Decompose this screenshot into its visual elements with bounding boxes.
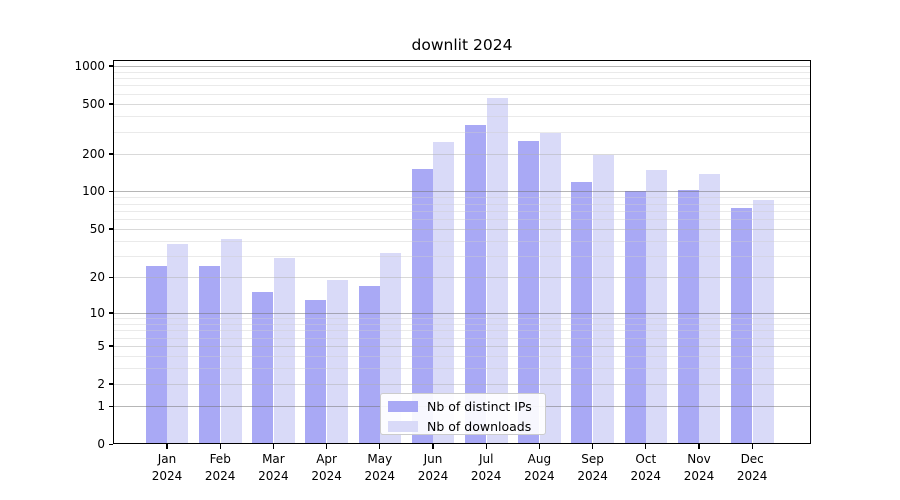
bar-distinct-ips <box>145 265 167 444</box>
y-tick <box>108 383 113 385</box>
bar-distinct-ips <box>305 299 327 444</box>
bar-distinct-ips <box>252 292 274 444</box>
bar-downloads <box>220 239 242 444</box>
bar-downloads <box>326 280 348 444</box>
x-tick <box>698 444 700 449</box>
x-tick <box>272 444 275 449</box>
x-tick-label: Feb 2024 <box>204 452 236 483</box>
x-tick <box>379 444 381 449</box>
legend: Nb of distinct IPs Nb of downloads <box>380 393 546 435</box>
bar-distinct-ips <box>571 181 593 444</box>
y-tick-label: 10 <box>89 305 105 320</box>
bar-downloads <box>646 170 668 444</box>
chart-title: downlit 2024 <box>411 36 513 54</box>
gridline-minor <box>113 131 811 133</box>
x-tick-label: Jan 2024 <box>151 452 183 483</box>
y-tick <box>108 345 113 347</box>
y-tick <box>108 103 113 105</box>
bar-downloads <box>592 155 614 444</box>
x-tick-label: May 2024 <box>364 452 396 483</box>
gridline-minor <box>113 116 811 117</box>
bar-downloads <box>539 132 561 444</box>
x-tick <box>645 444 647 449</box>
x-tick-label: Aug 2024 <box>524 452 555 483</box>
y-tick-label: 1000 <box>74 58 105 73</box>
x-tick-label: Jul 2024 <box>470 452 502 483</box>
bar-distinct-ips <box>411 169 433 444</box>
y-tick <box>108 405 113 407</box>
legend-label: Nb of downloads <box>427 419 532 434</box>
y-tick <box>108 153 113 155</box>
x-tick-label: Apr 2024 <box>311 452 342 483</box>
x-tick-label: Dec 2024 <box>736 452 768 483</box>
y-tick-label: 5 <box>97 338 105 353</box>
x-tick-label: Jun 2024 <box>417 452 449 483</box>
x-tick <box>432 444 434 449</box>
legend-swatch-distinct-ips <box>388 401 418 412</box>
bar-distinct-ips <box>198 265 220 444</box>
bar-downloads <box>486 97 508 444</box>
x-tick <box>219 444 221 449</box>
x-tick <box>485 444 487 449</box>
bar-distinct-ips <box>464 124 486 444</box>
bar-downloads <box>699 173 721 444</box>
x-tick <box>538 444 541 449</box>
x-tick <box>326 444 328 449</box>
y-tick <box>108 443 113 445</box>
bar-downloads <box>433 141 455 444</box>
bar-distinct-ips <box>624 191 646 444</box>
bar-downloads <box>273 257 295 444</box>
y-tick <box>108 228 113 230</box>
gridline-minor <box>113 85 811 87</box>
y-tick <box>108 312 113 314</box>
y-tick-label: 1 <box>97 399 105 414</box>
y-tick-label: 100 <box>82 184 105 199</box>
y-tick <box>108 65 113 67</box>
gridline-minor <box>113 71 811 73</box>
gridline-minor <box>113 78 811 80</box>
gridline <box>113 103 811 105</box>
legend-swatch-downloads <box>388 421 418 432</box>
y-tick-label: 20 <box>89 270 105 285</box>
bar-distinct-ips <box>730 208 752 444</box>
x-tick <box>751 444 753 449</box>
gridline-major <box>113 65 811 67</box>
x-tick-label: Sep 2024 <box>577 452 608 483</box>
y-tick-label: 200 <box>82 146 105 161</box>
legend-label: Nb of distinct IPs <box>427 399 532 414</box>
legend-item: Nb of downloads <box>388 418 545 435</box>
bar-distinct-ips <box>677 189 699 444</box>
gridline-minor <box>113 93 811 95</box>
y-tick-label: 2 <box>97 376 105 391</box>
y-tick-label: 500 <box>82 96 105 111</box>
x-tick-label: Mar 2024 <box>258 452 289 483</box>
bar-downloads <box>752 199 774 444</box>
x-tick-label: Nov 2024 <box>683 452 715 483</box>
bar-downloads <box>167 243 189 444</box>
x-tick <box>166 444 168 449</box>
y-tick <box>108 190 113 193</box>
x-tick-label: Oct 2024 <box>630 452 662 483</box>
y-tick <box>108 276 113 279</box>
bar-distinct-ips <box>358 285 380 444</box>
legend-item: Nb of distinct IPs <box>388 398 545 415</box>
x-tick <box>592 444 594 449</box>
gridline <box>113 153 811 155</box>
y-tick-label: 0 <box>97 437 105 451</box>
y-tick-label: 50 <box>89 221 105 236</box>
bar-distinct-ips <box>518 140 540 444</box>
